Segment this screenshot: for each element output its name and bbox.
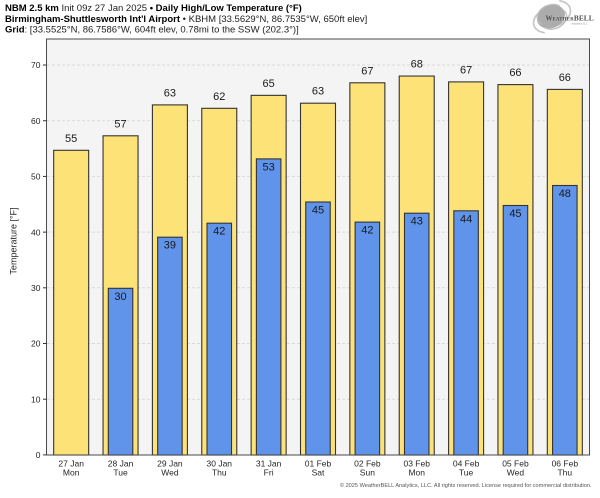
svg-text:Thu: Thu [557, 468, 572, 478]
svg-text:Tue: Tue [459, 468, 474, 478]
svg-text:27 Jan: 27 Jan [58, 459, 84, 469]
svg-text:53: 53 [263, 161, 275, 173]
svg-text:45: 45 [312, 205, 324, 217]
svg-text:03 Feb: 03 Feb [403, 459, 430, 469]
svg-text:Wed: Wed [507, 468, 525, 478]
svg-text:39: 39 [164, 240, 176, 252]
svg-text:Sun: Sun [360, 468, 375, 478]
svg-text:63: 63 [164, 87, 176, 99]
svg-text:42: 42 [213, 226, 225, 238]
svg-text:04 Feb: 04 Feb [453, 459, 480, 469]
svg-text:Thu: Thu [212, 468, 227, 478]
svg-text:Sat: Sat [312, 468, 325, 478]
svg-text:28 Jan: 28 Jan [108, 459, 134, 469]
svg-text:05 Feb: 05 Feb [502, 459, 529, 469]
svg-text:67: 67 [460, 64, 472, 76]
svg-text:Birmingham-Shuttlesworth Int'l: Birmingham-Shuttlesworth Int'l Airport •… [5, 14, 367, 25]
svg-text:Mon: Mon [63, 468, 80, 478]
svg-text:43: 43 [411, 216, 423, 228]
svg-text:Analytics LLC: Analytics LLC [571, 22, 588, 25]
svg-text:29 Jan: 29 Jan [157, 459, 183, 469]
svg-text:67: 67 [361, 65, 373, 77]
svg-text:31 Jan: 31 Jan [256, 459, 282, 469]
svg-text:06 Feb: 06 Feb [552, 459, 579, 469]
svg-text:0: 0 [36, 450, 41, 460]
svg-text:50: 50 [31, 172, 41, 182]
svg-text:70: 70 [31, 60, 41, 70]
svg-text:02 Feb: 02 Feb [354, 459, 381, 469]
svg-text:63: 63 [312, 86, 324, 98]
svg-text:44: 44 [460, 213, 472, 225]
svg-text:65: 65 [263, 78, 275, 90]
svg-text:Temperature [°F]: Temperature [°F] [9, 207, 19, 274]
svg-text:Mon: Mon [408, 468, 425, 478]
svg-text:68: 68 [411, 59, 423, 71]
svg-text:10: 10 [31, 394, 41, 404]
svg-text:Wed: Wed [161, 468, 179, 478]
svg-text:30: 30 [31, 283, 41, 293]
svg-text:40: 40 [31, 227, 41, 237]
svg-text:60: 60 [31, 116, 41, 126]
svg-text:66: 66 [509, 67, 521, 79]
svg-text:WEATHERBELL: WEATHERBELL [546, 14, 594, 23]
svg-text:© 2025 WeatherBELL Analytics,: © 2025 WeatherBELL Analytics, LLC. All r… [340, 482, 592, 489]
svg-text:45: 45 [509, 208, 521, 220]
svg-text:30 Jan: 30 Jan [207, 459, 233, 469]
svg-text:42: 42 [361, 225, 373, 237]
svg-text:66: 66 [559, 72, 571, 84]
svg-text:Tue: Tue [113, 468, 128, 478]
svg-text:20: 20 [31, 339, 41, 349]
svg-text:55: 55 [65, 133, 77, 145]
svg-text:NBM 2.5 km Init 09z 27 Jan 202: NBM 2.5 km Init 09z 27 Jan 2025 • Daily … [5, 3, 302, 14]
svg-text:Grid: [33.5525°N, 86.7586°W, 6: Grid: [33.5525°N, 86.7586°W, 604ft elev,… [5, 25, 299, 36]
svg-text:Fri: Fri [264, 468, 274, 478]
svg-text:48: 48 [559, 188, 571, 200]
svg-text:30: 30 [114, 291, 126, 303]
svg-text:62: 62 [213, 91, 225, 103]
svg-text:01 Feb: 01 Feb [305, 459, 332, 469]
svg-text:57: 57 [114, 118, 126, 130]
